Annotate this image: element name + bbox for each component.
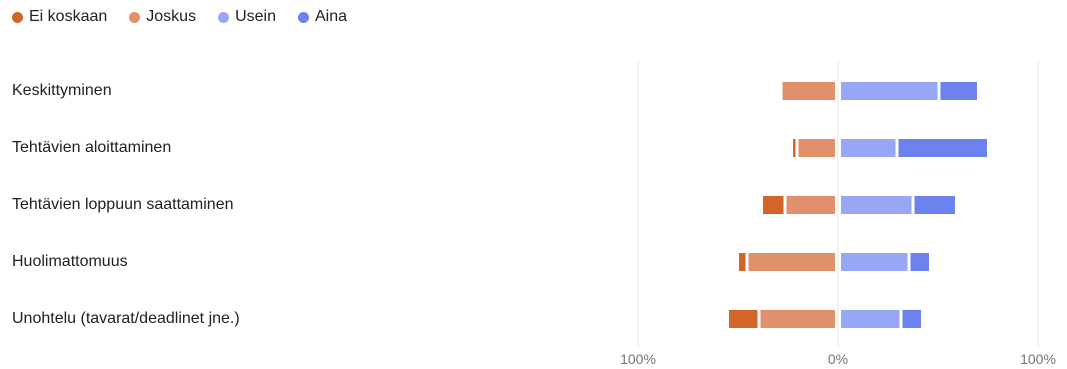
legend-item-aina[interactable]: Aina	[297, 8, 347, 26]
bar-aina-3[interactable]	[910, 253, 930, 271]
bar-ei-koskaan-1[interactable]	[793, 139, 796, 157]
bar-usein-0[interactable]	[841, 82, 938, 100]
category-label-tehtavien-loppuun-saattaminen: Tehtävien loppuun saattaminen	[12, 196, 234, 213]
legend-item-usein[interactable]: Usein	[218, 8, 276, 26]
bars	[729, 82, 987, 328]
bar-joskus-1[interactable]	[798, 139, 836, 157]
bar-joskus-2[interactable]	[786, 196, 836, 214]
legend-label-ei-koskaan: Ei koskaan	[29, 8, 108, 25]
bar-aina-1[interactable]	[898, 139, 988, 157]
category-label-keskittyminen: Keskittyminen	[12, 82, 112, 99]
legend-swatch-aina	[297, 11, 309, 23]
bar-joskus-4[interactable]	[760, 310, 836, 328]
category-label-tehtavien-aloittaminen: Tehtävien aloittaminen	[12, 139, 172, 156]
x-tick-center: 0%	[828, 351, 848, 367]
x-tick-right: 100%	[1020, 351, 1056, 367]
bar-usein-3[interactable]	[841, 253, 908, 271]
grid-lines	[637, 62, 1039, 346]
bar-ei-koskaan-4[interactable]	[729, 310, 758, 328]
legend-label-joskus: Joskus	[146, 8, 197, 25]
legend-swatch-joskus	[129, 11, 141, 23]
legend-item-ei-koskaan[interactable]: Ei koskaan	[12, 8, 107, 26]
legend-swatch-usein	[218, 11, 230, 23]
bar-aina-2[interactable]	[914, 196, 956, 214]
bar-ei-koskaan-2[interactable]	[763, 196, 784, 214]
legend-label-usein: Usein	[235, 8, 276, 25]
bar-ei-koskaan-3[interactable]	[739, 253, 746, 271]
bar-usein-1[interactable]	[841, 139, 896, 157]
bar-aina-4[interactable]	[902, 310, 922, 328]
x-tick-left: 100%	[620, 351, 656, 367]
bar-aina-0[interactable]	[940, 82, 978, 100]
legend-swatch-ei-koskaan	[12, 11, 23, 23]
category-label-huolimattomuus: Huolimattomuus	[12, 253, 128, 270]
bar-usein-4[interactable]	[841, 310, 900, 328]
bar-usein-2[interactable]	[841, 196, 912, 214]
bar-joskus-0[interactable]	[782, 82, 836, 100]
category-label-unohtelu: Unohtelu (tavarat/deadlinet jne.)	[12, 310, 240, 327]
legend-item-joskus[interactable]: Joskus	[129, 8, 196, 26]
legend-label-aina: Aina	[314, 8, 347, 25]
bar-joskus-3[interactable]	[748, 253, 836, 271]
chart-legend: Ei koskaan Joskus Usein Aina	[12, 8, 347, 26]
